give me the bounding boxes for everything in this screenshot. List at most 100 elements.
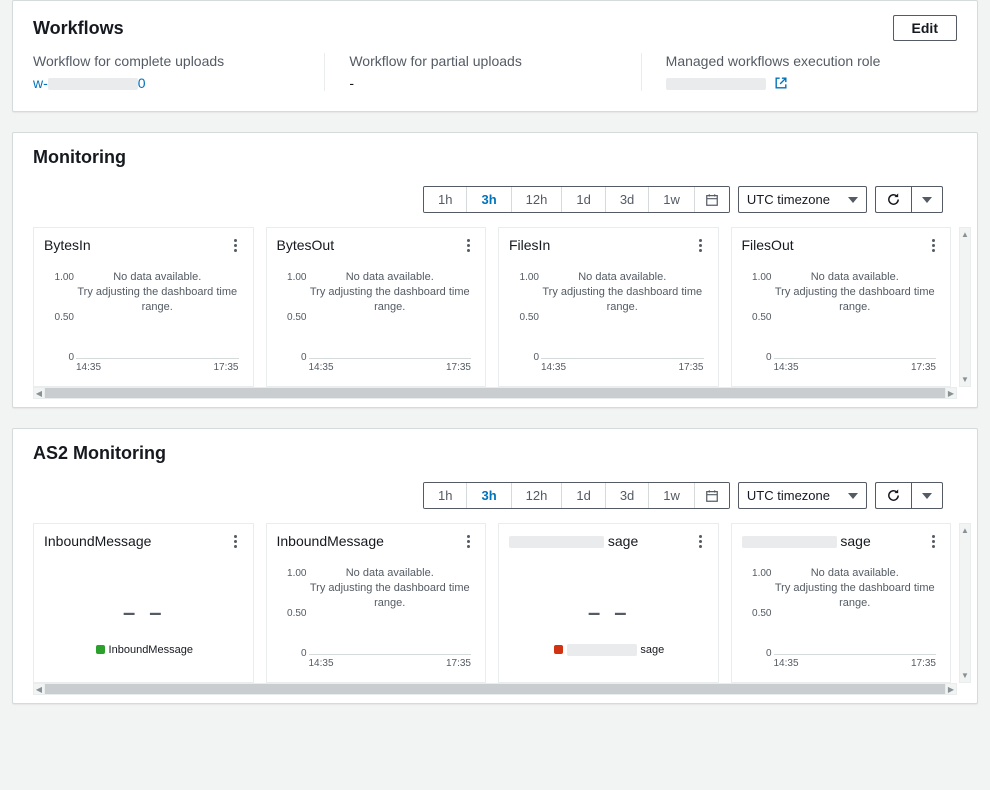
refresh-icon [886,192,901,207]
workflows-grid: Workflow for complete uploads w-0 Workfl… [13,49,977,111]
chart-placeholder-dashes: – – [44,600,245,626]
chart-body: 1.000.500No data available.Try adjusting… [509,264,710,374]
refresh-dropdown-button[interactable] [911,186,943,213]
scroll-right-icon[interactable]: ▶ [945,683,957,695]
y-tick-label: 0 [46,352,74,363]
chart-body: 1.000.500No data available.Try adjusting… [742,560,943,670]
nodata-message: No data available.Try adjusting the dash… [774,270,937,315]
chart-menu-button[interactable] [227,236,245,254]
chart-title: FilesIn [509,237,550,253]
chart-menu-button[interactable] [227,532,245,550]
y-tick-label: 0.50 [279,608,307,619]
chart-body: 1.000.500No data available.Try adjusting… [277,264,478,374]
time-range-3d[interactable]: 3d [606,187,649,212]
scrollbar-track[interactable] [45,683,945,695]
timezone-select[interactable]: UTC timezone [738,186,867,213]
scroll-up-icon[interactable]: ▲ [961,524,969,537]
as2-monitoring-panel: AS2 Monitoring 1h3h12h1d3d1w UTC timezone… [12,428,978,704]
monitoring-charts-row: BytesIn1.000.500No data available.Try ad… [33,227,957,387]
scroll-left-icon[interactable]: ◀ [33,387,45,399]
time-range-1h[interactable]: 1h [424,483,467,508]
time-range-3h[interactable]: 3h [467,483,511,508]
scroll-down-icon[interactable]: ▼ [961,669,969,682]
monitoring-scroll-frame: BytesIn1.000.500No data available.Try ad… [33,227,971,399]
time-range-1w[interactable]: 1w [649,187,695,212]
refresh-icon [886,488,901,503]
chart-placeholder-dashes: – – [509,600,710,626]
scroll-left-icon[interactable]: ◀ [33,683,45,695]
chart-menu-button[interactable] [924,532,942,550]
y-tick-label: 1.00 [279,568,307,579]
y-tick-label: 1.00 [46,272,74,283]
vertical-scrollbar[interactable]: ▲ ▼ [959,523,971,683]
y-tick-label: 0.50 [744,312,772,323]
y-tick-label: 0 [279,352,307,363]
workflow-col-complete: Workflow for complete uploads w-0 [33,53,324,91]
time-range-12h[interactable]: 12h [512,187,563,212]
chart-menu-button[interactable] [692,532,710,550]
scrollbar-track[interactable] [45,387,945,399]
nodata-message: No data available.Try adjusting the dash… [309,566,472,611]
chart-menu-button[interactable] [924,236,942,254]
refresh-button[interactable] [875,186,911,213]
time-range-1w[interactable]: 1w [649,483,695,508]
y-tick-label: 1.00 [511,272,539,283]
nodata-message: No data available.Try adjusting the dash… [309,270,472,315]
chart-body: – –InboundMessage [44,560,245,670]
chart-card: FilesOut1.000.500No data available.Try a… [731,227,952,387]
horizontal-scrollbar[interactable]: ◀ ▶ [33,387,957,399]
chart-baseline [309,358,472,359]
chart-menu-button[interactable] [459,236,477,254]
refresh-button-group [875,482,943,509]
chart-menu-button[interactable] [692,236,710,254]
x-axis-labels: 14:3517:35 [541,362,704,373]
monitoring-header: Monitoring [13,133,977,176]
workflow-role-value[interactable] [666,75,933,91]
chart-legend: sage [509,644,710,656]
workflow-complete-link[interactable]: w-0 [33,75,300,91]
scroll-down-icon[interactable]: ▼ [961,373,969,386]
chart-body: 1.00 0.50 0 No data available.Try adjusting… [277,560,478,670]
monitoring-toolbar: 1h3h12h1d3d1w UTC timezone [33,182,971,227]
timezone-label: UTC timezone [747,488,830,503]
as2-charts-row: InboundMessage– –InboundMessageInboundMe… [33,523,957,683]
time-range-1d[interactable]: 1d [562,187,605,212]
calendar-button[interactable] [695,187,729,212]
calendar-button[interactable] [695,483,729,508]
scroll-right-icon[interactable]: ▶ [945,387,957,399]
external-link-icon[interactable] [774,76,788,90]
as2-body: 1h3h12h1d3d1w UTC timezone InboundMessage… [13,472,977,703]
workflow-label: Managed workflows execution role [666,53,933,69]
refresh-dropdown-button[interactable] [911,482,943,509]
y-tick-label: 0 [744,352,772,363]
time-range-12h[interactable]: 12h [512,483,563,508]
chart-card: FilesIn 1.000.500No data available.Try ad… [498,227,719,387]
as2-header: AS2 Monitoring [13,429,977,472]
timezone-select[interactable]: UTC timezone [738,482,867,509]
chevron-down-icon [922,197,932,203]
time-range-1d[interactable]: 1d [562,483,605,508]
horizontal-scrollbar[interactable]: ◀ ▶ [33,683,957,695]
refresh-button[interactable] [875,482,911,509]
blurred-text [509,536,604,548]
workflow-partial-value: - [349,75,616,91]
edit-button[interactable]: Edit [893,15,957,41]
vertical-scrollbar[interactable]: ▲ ▼ [959,227,971,387]
scroll-up-icon[interactable]: ▲ [961,228,969,241]
monitoring-panel: Monitoring 1h3h12h1d3d1wUTC timezone Byt… [12,132,978,408]
workflows-header: Workflows Edit [13,1,977,49]
y-tick-label: 0.50 [46,312,74,323]
time-range-3h[interactable]: 3h [467,187,511,212]
chart-menu-button[interactable] [459,532,477,550]
chart-card: sage– – sage [498,523,719,683]
time-range-1h[interactable]: 1h [424,187,467,212]
chevron-down-icon [848,197,858,203]
calendar-icon [705,193,719,207]
chart-card: InboundMessage– –InboundMessage [33,523,254,683]
chart-card: sage1.000.500No data available.Try adjus… [731,523,952,683]
y-tick-label: 0 [279,648,307,659]
chevron-down-icon [922,493,932,499]
time-range-3d[interactable]: 3d [606,483,649,508]
chart-card: BytesIn1.000.500No data available.Try ad… [33,227,254,387]
chart-title: FilesOut [742,237,794,253]
